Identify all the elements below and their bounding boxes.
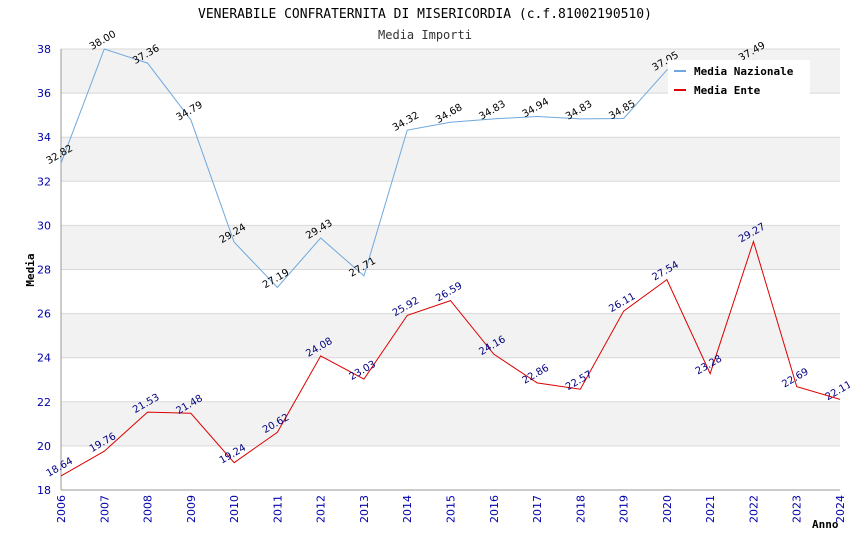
y-tick-label: 20: [37, 440, 51, 453]
x-tick-label: 2008: [142, 495, 155, 523]
legend-label-ente: Media Ente: [694, 84, 761, 97]
x-tick-label: 2015: [445, 495, 458, 523]
y-tick-label: 38: [37, 43, 51, 56]
x-tick-label: 2023: [791, 495, 804, 523]
x-tick-label: 2020: [661, 495, 674, 523]
x-tick-label: 2019: [618, 495, 631, 523]
x-tick-label: 2024: [834, 495, 847, 523]
x-tick-labels: 2006 2007 2008 2009 2010 2011 2012 2013 2014 2015…: [55, 495, 847, 523]
grid-band: [61, 137, 840, 182]
y-tick-label: 22: [37, 396, 51, 409]
y-tick-label: 28: [37, 264, 51, 277]
series-line-ente: [60, 239, 841, 477]
x-tick-label: 2016: [488, 495, 501, 523]
grid-band: [61, 445, 840, 490]
grid-band: [61, 181, 840, 226]
grid-band: [61, 225, 840, 270]
grid-bands: [61, 49, 840, 490]
x-tick-label: 2017: [531, 495, 544, 523]
grid-band: [61, 93, 840, 138]
chart-subtitle: Media Importi: [378, 28, 472, 42]
x-tick-label: 2013: [358, 495, 371, 523]
y-tick-label: 18: [37, 484, 51, 497]
x-tick-label: 2022: [747, 495, 760, 523]
grid-band: [61, 269, 840, 314]
x-axis-label: Anno: [812, 518, 839, 531]
x-tick-label: 2014: [401, 495, 414, 523]
axes: [60, 49, 840, 491]
y-axis-label: Media: [24, 253, 37, 286]
legend-box: [668, 60, 810, 98]
y-tick-label: 24: [37, 352, 51, 365]
grid-band: [61, 313, 840, 358]
y-tick-label: 30: [37, 219, 51, 232]
y-tick-label: 34: [37, 131, 51, 144]
y-tick-label: 32: [37, 175, 51, 188]
series-line-nazionale: [60, 48, 754, 289]
x-tick-label: 2018: [574, 495, 587, 523]
legend: Media Nazionale Media Ente: [668, 60, 810, 98]
grid-band: [61, 401, 840, 446]
x-tick-label: 2012: [315, 495, 328, 523]
chart-title: VENERABILE CONFRATERNITA DI MISERICORDIA…: [198, 7, 652, 22]
x-tick-label: 2009: [185, 495, 198, 523]
x-tick-label: 2007: [98, 495, 111, 523]
y-tick-labels: 18 20 22 24 26 28 30 32 34 36 38: [37, 43, 51, 497]
series-lines: [60, 48, 841, 477]
y-tick-label: 26: [37, 308, 51, 321]
y-tick-label: 36: [37, 87, 51, 100]
x-tick-label: 2021: [704, 495, 717, 523]
x-tick-label: 2011: [271, 495, 284, 523]
x-tick-label: 2006: [55, 495, 68, 523]
grid-band: [61, 357, 840, 402]
x-tick-label: 2010: [228, 495, 241, 523]
legend-label-nazionale: Media Nazionale: [694, 65, 794, 78]
